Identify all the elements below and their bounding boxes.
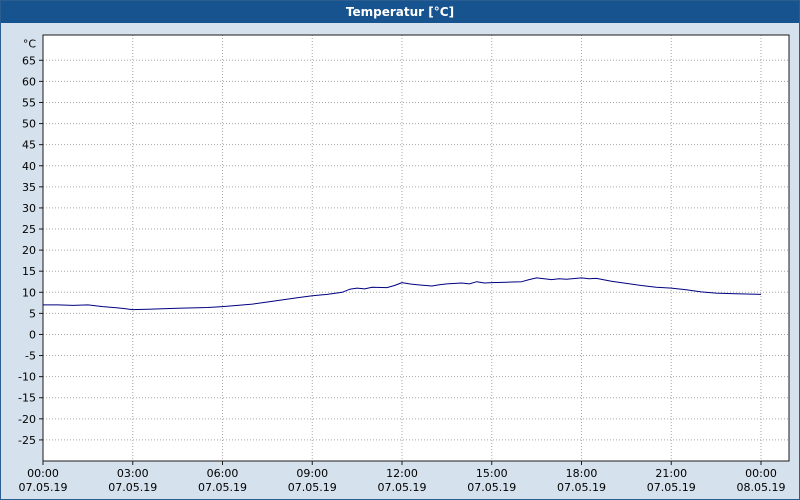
axis-labels: 65605550454035302520151050-5-10-15-20-25…	[18, 37, 785, 494]
y-axis-tick-label: 25	[22, 223, 36, 236]
y-axis-tick-label: 30	[22, 202, 36, 215]
y-axis-tick-label: 0	[29, 328, 36, 341]
temperature-series-line	[43, 277, 762, 311]
y-axis-tick-label: 45	[22, 139, 36, 152]
chart-area: 65 60 55 50 45 40 35 30 25 20 15 10 5 0 -5 -10 -15 -20 -25…	[1, 23, 800, 500]
y-axis-tick-label: -15	[18, 392, 36, 405]
y-axis-tick-label: 15	[22, 265, 36, 278]
x-axis-date-label: 07.05.19	[647, 481, 696, 494]
y-axis-tick-label: -25	[18, 434, 36, 447]
x-axis-time-label: 00:00	[745, 467, 777, 480]
x-axis-time-label: 00:00	[27, 467, 59, 480]
x-axis-date-label: 07.05.19	[108, 481, 157, 494]
y-axis-tick-label: 40	[22, 160, 36, 173]
y-axis-tick-label: -20	[18, 413, 36, 426]
x-axis-date-label: 08.05.19	[737, 481, 786, 494]
gridlines	[42, 35, 789, 461]
x-axis-time-label: 15:00	[476, 467, 508, 480]
y-axis-unit-label: °C	[23, 37, 37, 50]
y-axis-tick-label: 55	[22, 96, 36, 109]
x-axis-time-label: 09:00	[296, 467, 328, 480]
x-axis-date-label: 07.05.19	[467, 481, 516, 494]
y-axis-tick-label: 5	[29, 307, 36, 320]
x-axis-date-label: 07.05.19	[288, 481, 337, 494]
x-axis-time-label: 18:00	[566, 467, 598, 480]
y-axis-tick-label: -10	[18, 371, 36, 384]
y-axis-tick-label: 10	[22, 286, 36, 299]
temperature-line-chart: 65605550454035302520151050-5-10-15-20-25…	[18, 34, 790, 494]
y-axis-tick-label: 20	[22, 244, 36, 257]
x-axis-time-label: 03:00	[117, 467, 149, 480]
x-axis-date-label: 07.05.19	[557, 481, 606, 494]
window-title: Temperatur [°C]	[345, 5, 455, 19]
axis-ticks	[39, 59, 762, 465]
plot-frame	[42, 34, 790, 462]
x-axis-date-label: 07.05.19	[19, 481, 68, 494]
x-axis-date-label: 07.05.19	[378, 481, 427, 494]
x-axis-date-label: 07.05.19	[198, 481, 247, 494]
y-axis-tick-label: -5	[25, 350, 36, 363]
y-axis-tick-label: 60	[22, 75, 36, 88]
window-titlebar: Temperatur [°C]	[1, 1, 799, 23]
x-axis-time-label: 06:00	[207, 467, 239, 480]
y-axis-tick-label: 50	[22, 118, 36, 131]
x-axis-time-label: 12:00	[386, 467, 418, 480]
y-axis-tick-label: 65	[22, 54, 36, 67]
x-axis-time-label: 21:00	[655, 467, 687, 480]
y-axis-tick-label: 35	[22, 181, 36, 194]
plot-background	[43, 35, 789, 461]
